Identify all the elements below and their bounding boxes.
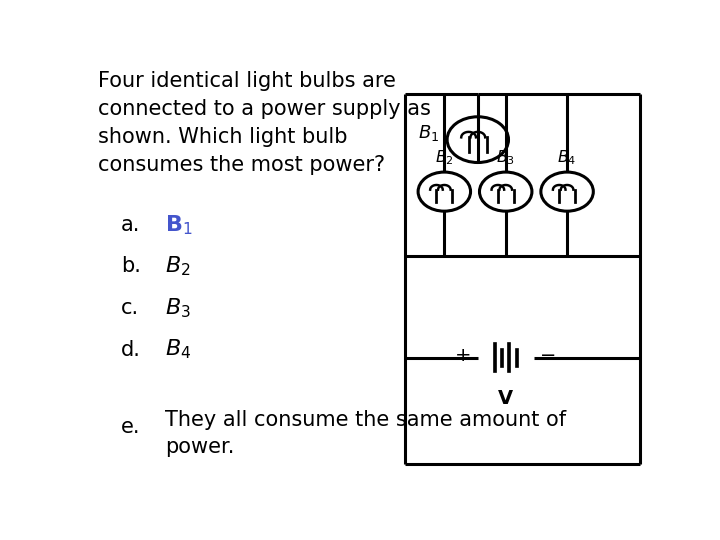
Text: a.: a. bbox=[121, 215, 140, 235]
Text: $B_4$: $B_4$ bbox=[557, 148, 577, 167]
Text: $B_3$: $B_3$ bbox=[496, 148, 516, 167]
Text: b.: b. bbox=[121, 256, 140, 276]
Text: $\mathbf{B}_{1}$: $\mathbf{B}_{1}$ bbox=[166, 213, 193, 237]
Text: e.: e. bbox=[121, 416, 140, 436]
Text: They all consume the same amount of: They all consume the same amount of bbox=[166, 410, 567, 430]
Text: power.: power. bbox=[166, 437, 235, 457]
Text: c.: c. bbox=[121, 298, 139, 318]
Text: $B_1$: $B_1$ bbox=[418, 123, 438, 143]
Text: d.: d. bbox=[121, 340, 140, 360]
Text: $B_{3}$: $B_{3}$ bbox=[166, 296, 191, 320]
Text: $B_2$: $B_2$ bbox=[435, 148, 454, 167]
Text: $B_{4}$: $B_{4}$ bbox=[166, 338, 192, 361]
Text: Four identical light bulbs are
connected to a power supply as
shown. Which light: Four identical light bulbs are connected… bbox=[99, 71, 431, 175]
Text: V: V bbox=[498, 389, 513, 408]
Text: +: + bbox=[454, 346, 471, 366]
Text: −: − bbox=[540, 346, 557, 366]
Text: $B_{2}$: $B_{2}$ bbox=[166, 255, 191, 278]
